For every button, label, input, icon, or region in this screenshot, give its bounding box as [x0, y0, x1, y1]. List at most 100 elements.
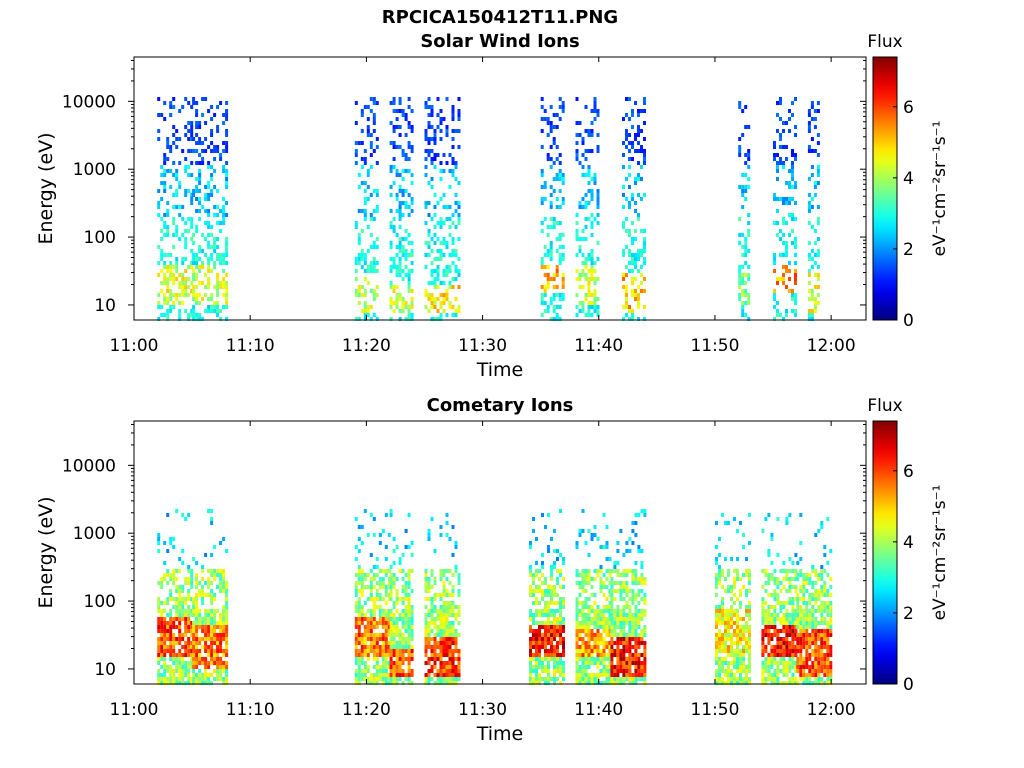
flux-cell: [773, 669, 777, 673]
flux-cell: [826, 649, 830, 653]
flux-cell: [451, 161, 455, 165]
flux-cell: [791, 645, 795, 649]
flux-cell: [160, 237, 164, 241]
flux-cell: [637, 593, 641, 597]
flux-cell: [401, 553, 405, 557]
flux-cell: [593, 217, 597, 221]
flux-cell: [375, 161, 379, 165]
flux-cell: [820, 593, 824, 597]
flux-cell: [366, 185, 370, 189]
flux-cell: [401, 641, 405, 645]
flux-cell: [529, 637, 532, 641]
flux-cell: [404, 205, 408, 209]
flux-cell: [366, 585, 370, 589]
flux-cell: [794, 237, 797, 241]
flux-cell: [178, 661, 182, 665]
flux-cell: [715, 661, 718, 665]
flux-cell: [357, 569, 361, 573]
flux-cell: [433, 681, 437, 685]
flux-cell: [381, 677, 385, 681]
flux-cell: [404, 645, 408, 649]
flux-cell: [791, 169, 794, 173]
flux-cell: [201, 317, 205, 321]
flux-cell: [616, 541, 620, 545]
flux-cell: [436, 625, 440, 629]
flux-cell: [738, 265, 742, 269]
flux-cell: [802, 609, 806, 613]
flux-cell: [761, 617, 765, 621]
flux-cell: [222, 537, 226, 541]
flux-cell: [549, 317, 553, 321]
flux-cell: [172, 617, 176, 621]
flux-cell: [184, 597, 188, 601]
flux-cell: [427, 97, 431, 101]
flux-cell: [559, 661, 562, 665]
flux-cell: [225, 613, 229, 617]
flux-cell: [398, 645, 402, 649]
flux-cell: [593, 673, 597, 677]
flux-cell: [160, 601, 164, 605]
flux-cell: [616, 605, 620, 609]
flux-cell: [584, 201, 588, 205]
flux-cell: [736, 529, 739, 533]
flux-cell: [222, 305, 226, 309]
flux-cell: [727, 621, 730, 625]
flux-cell: [210, 613, 214, 617]
flux-cell: [207, 181, 211, 185]
flux-cell: [785, 625, 789, 629]
flux-cell: [204, 137, 208, 141]
flux-cell: [216, 257, 220, 261]
flux-cell: [552, 309, 556, 313]
flux-cell: [207, 309, 211, 313]
flux-cell: [372, 613, 376, 617]
flux-cell: [213, 657, 217, 661]
flux-cell: [640, 165, 643, 169]
flux-cell: [384, 641, 388, 645]
flux-cell: [541, 609, 544, 613]
flux-cell: [776, 177, 779, 181]
flux-cell: [407, 309, 411, 313]
flux-cell: [198, 625, 202, 629]
flux-cell: [366, 649, 370, 653]
flux-cell: [195, 101, 199, 105]
flux-cell: [744, 237, 748, 241]
flux-cell: [556, 569, 559, 573]
flux-cell: [634, 253, 637, 257]
flux-cell: [739, 593, 742, 597]
flux-cell: [788, 201, 791, 205]
flux-cell: [540, 297, 544, 301]
flux-cell: [590, 605, 594, 609]
flux-cell: [738, 277, 742, 281]
flux-cell: [445, 617, 449, 621]
flux-cell: [366, 117, 370, 121]
flux-cell: [761, 669, 765, 673]
flux-cell: [596, 649, 600, 653]
flux-cell: [442, 617, 446, 621]
flux-cell: [201, 585, 205, 589]
flux-cell: [360, 253, 364, 257]
flux-cell: [538, 609, 541, 613]
flux-cell: [794, 301, 797, 305]
flux-cell: [544, 593, 547, 597]
flux-cell: [593, 301, 597, 305]
flux-cell: [747, 301, 751, 305]
flux-cell: [375, 317, 379, 321]
flux-cell: [721, 641, 724, 645]
flux-cell: [602, 649, 606, 653]
flux-cell: [375, 193, 379, 197]
flux-cell: [631, 193, 634, 197]
flux-cell: [454, 565, 458, 569]
flux-cell: [457, 285, 461, 289]
flux-cell: [547, 617, 550, 621]
flux-cell: [404, 249, 408, 253]
flux-cell: [210, 165, 214, 169]
flux-cell: [395, 677, 399, 681]
flux-cell: [381, 661, 385, 665]
flux-cell: [761, 529, 765, 533]
flux-cell: [608, 581, 612, 585]
flux-cell: [788, 513, 792, 517]
flux-cell: [213, 653, 217, 657]
flux-cell: [222, 253, 226, 257]
flux-cell: [216, 289, 220, 293]
flux-cell: [195, 593, 199, 597]
